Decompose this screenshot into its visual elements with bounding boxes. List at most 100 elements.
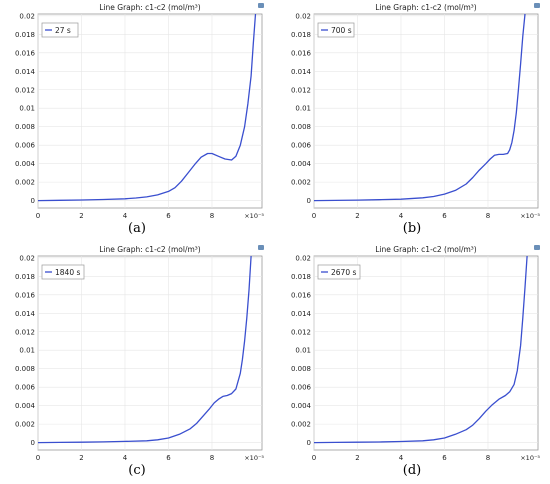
y-tick-label: 0.01 <box>295 347 311 355</box>
x-tick-label: 2 <box>79 212 83 220</box>
y-tick-label: 0.008 <box>15 365 35 373</box>
chart-title: Line Graph: c1-c2 (mol/m³) <box>99 245 201 254</box>
legend-label: 27 s <box>55 26 71 35</box>
y-tick-label: 0.02 <box>295 12 311 20</box>
legend: 2670 s <box>317 264 361 280</box>
y-tick-label: 0.014 <box>291 310 312 318</box>
series-line <box>37 13 257 202</box>
y-tick-label: 0.008 <box>15 123 35 131</box>
x-axis-multiplier: ×10⁻⁵ <box>520 454 540 462</box>
y-tick-label: 0.01 <box>19 347 35 355</box>
y-tick-label: 0.008 <box>291 123 311 131</box>
y-tick-label: 0.018 <box>291 273 311 281</box>
x-tick-label: 2 <box>355 212 359 220</box>
y-tick-label: 0.012 <box>15 86 35 94</box>
line-chart: Line Graph: c1-c2 (mol/m³) 0 0.002 0.004 0.0… <box>15 3 264 220</box>
y-tick-label: 0.004 <box>15 402 36 410</box>
x-axis-multiplier: ×10⁻⁵ <box>520 212 540 220</box>
y-tick-label: 0.016 <box>291 49 312 57</box>
plot-area <box>313 255 539 451</box>
y-tick-label: 0.016 <box>291 291 312 299</box>
y-tick-label: 0.018 <box>291 31 311 39</box>
y-tick-label: 0.008 <box>291 365 311 373</box>
y-tick-label: 0.016 <box>15 291 36 299</box>
x-tick-label: 4 <box>123 454 128 462</box>
x-axis-multiplier: ×10⁻⁵ <box>244 212 264 220</box>
caption-c: (c) <box>128 463 146 478</box>
y-tick-label: 0.006 <box>291 142 312 150</box>
chart-title: Line Graph: c1-c2 (mol/m³) <box>375 245 477 254</box>
chart-panel-c: Line Graph: c1-c2 (mol/m³) 0 0.002 0.004 0.0… <box>0 242 274 464</box>
x-tick-label: 2 <box>355 454 359 462</box>
plot-area <box>313 13 539 209</box>
y-tick-label: 0.002 <box>291 421 311 429</box>
window-icon <box>534 245 540 250</box>
y-tick-label: 0.006 <box>291 384 312 392</box>
y-tick-label: 0 <box>31 439 35 447</box>
x-tick-label: 0 <box>36 454 40 462</box>
x-tick-label: 6 <box>166 454 171 462</box>
x-tick-label: 6 <box>166 212 171 220</box>
x-tick-label: 8 <box>210 454 214 462</box>
plot-area <box>37 255 263 451</box>
x-tick-label: 0 <box>312 454 316 462</box>
y-tick-label: 0.004 <box>291 160 312 168</box>
y-tick-label: 0.002 <box>291 179 311 187</box>
y-tick-label: 0.004 <box>15 160 36 168</box>
x-tick-label: 2 <box>79 454 83 462</box>
y-tick-label: 0.012 <box>291 86 311 94</box>
legend-label: 1840 s <box>55 268 80 277</box>
plot-area <box>37 13 263 209</box>
window-icon <box>534 3 540 8</box>
x-tick-label: 4 <box>123 212 128 220</box>
y-tick-label: 0.006 <box>15 142 36 150</box>
legend-label: 700 s <box>331 26 352 35</box>
series-line <box>37 255 252 444</box>
caption-b: (b) <box>402 221 422 236</box>
y-tick-label: 0.02 <box>295 254 311 262</box>
y-tick-label: 0.01 <box>19 105 35 113</box>
legend-label: 2670 s <box>331 268 356 277</box>
x-tick-label: 6 <box>442 212 447 220</box>
x-tick-label: 4 <box>399 212 404 220</box>
y-tick-label: 0.01 <box>295 105 311 113</box>
y-tick-label: 0.012 <box>15 328 35 336</box>
chart-panel-a: Line Graph: c1-c2 (mol/m³) 0 0.002 0.004 0.0… <box>0 0 274 222</box>
caption-a: (a) <box>128 221 146 236</box>
y-tick-label: 0 <box>307 197 311 205</box>
y-tick-label: 0.004 <box>291 402 312 410</box>
caption-d: (d) <box>402 463 422 478</box>
y-tick-label: 0.014 <box>15 310 36 318</box>
y-tick-label: 0.012 <box>291 328 311 336</box>
line-chart: Line Graph: c1-c2 (mol/m³) 0 0.002 0.004 0.0… <box>15 245 264 462</box>
y-tick-label: 0.014 <box>15 68 36 76</box>
chart-panel-b: Line Graph: c1-c2 (mol/m³) 0 0.002 0.004 0.0… <box>276 0 550 222</box>
series-line <box>313 255 528 444</box>
line-chart: Line Graph: c1-c2 (mol/m³) 0 0.002 0.004 0.0… <box>291 245 540 462</box>
chart-title: Line Graph: c1-c2 (mol/m³) <box>375 3 477 12</box>
y-tick-label: 0.018 <box>15 31 35 39</box>
x-tick-label: 8 <box>486 454 490 462</box>
chart-panel-d: Line Graph: c1-c2 (mol/m³) 0 0.002 0.004 0.0… <box>276 242 550 464</box>
x-tick-label: 0 <box>36 212 40 220</box>
y-tick-label: 0.006 <box>15 384 36 392</box>
y-tick-label: 0.02 <box>19 254 35 262</box>
window-icon <box>258 3 264 8</box>
legend: 1840 s <box>41 264 85 280</box>
y-tick-label: 0 <box>307 439 311 447</box>
legend: 700 s <box>317 22 355 38</box>
y-tick-label: 0.016 <box>15 49 36 57</box>
y-tick-label: 0 <box>31 197 35 205</box>
x-tick-label: 4 <box>399 454 404 462</box>
x-tick-label: 6 <box>442 454 447 462</box>
chart-title: Line Graph: c1-c2 (mol/m³) <box>99 3 201 12</box>
y-tick-label: 0.02 <box>19 12 35 20</box>
y-tick-label: 0.002 <box>15 421 35 429</box>
legend: 27 s <box>41 22 79 38</box>
x-tick-label: 8 <box>486 212 490 220</box>
x-axis-multiplier: ×10⁻⁵ <box>244 454 264 462</box>
window-icon <box>258 245 264 250</box>
y-tick-label: 0.002 <box>15 179 35 187</box>
x-tick-label: 8 <box>210 212 214 220</box>
line-chart: Line Graph: c1-c2 (mol/m³) 0 0.002 0.004 0.0… <box>291 3 540 220</box>
